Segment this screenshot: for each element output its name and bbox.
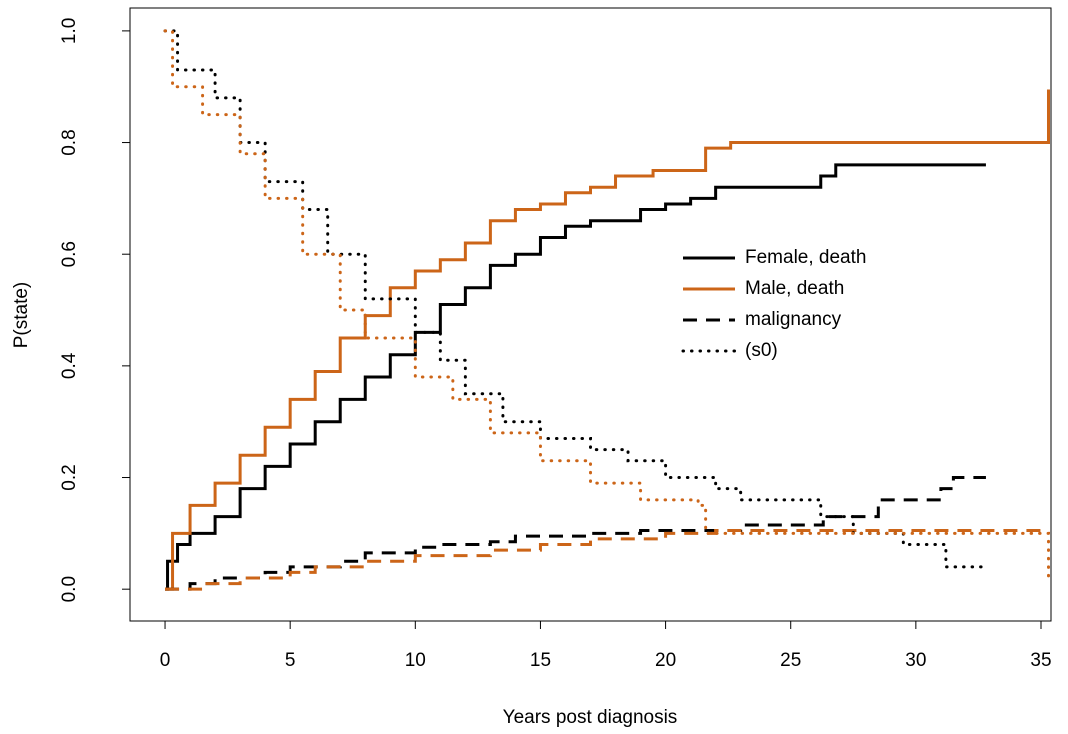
- x-tick-label: 15: [530, 650, 551, 671]
- x-tick-label: 20: [655, 650, 676, 671]
- y-tick-label: 1.0: [59, 18, 80, 44]
- x-tick-label: 30: [905, 650, 926, 671]
- x-tick-label: 5: [285, 650, 296, 671]
- step-line: [163, 29, 988, 569]
- legend-label: Male, death: [745, 278, 844, 299]
- step-line: [165, 476, 986, 591]
- x-tick-label: 0: [160, 650, 171, 671]
- legend-label: (s0): [745, 340, 778, 361]
- x-tick-label: 35: [1030, 650, 1051, 671]
- step-line: [163, 29, 1050, 580]
- y-tick-label: 0.2: [59, 464, 80, 490]
- legend-label: Female, death: [745, 247, 866, 268]
- x-tick-label: 10: [405, 650, 426, 671]
- legend-label: malignancy: [745, 309, 842, 330]
- step-line: [165, 163, 986, 591]
- y-tick-label: 0.0: [59, 576, 80, 602]
- step-line: [165, 529, 1049, 591]
- x-axis-label: Years post diagnosis: [503, 707, 678, 728]
- step-line: [165, 89, 1050, 591]
- x-tick-label: 25: [780, 650, 801, 671]
- y-tick-label: 0.8: [59, 129, 80, 155]
- y-axis-label: P(state): [11, 282, 32, 349]
- y-tick-label: 0.4: [59, 352, 80, 379]
- plot-frame: [129, 7, 1052, 622]
- y-tick-label: 0.6: [59, 241, 80, 267]
